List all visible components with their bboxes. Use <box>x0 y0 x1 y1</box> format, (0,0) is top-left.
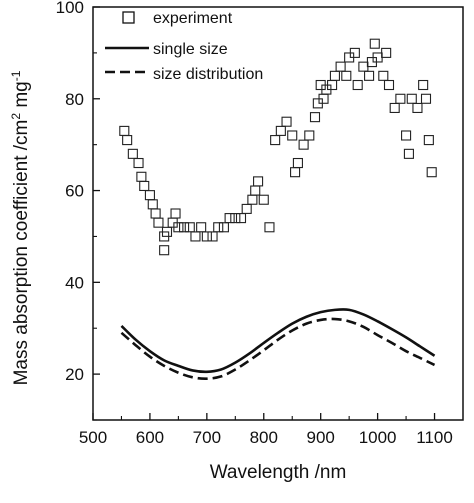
experiment-point <box>304 130 315 141</box>
x-tick-labels: 500 600 700 800 900 1000 1100 <box>79 428 453 447</box>
x-tick-label: 700 <box>193 428 221 447</box>
x-tick-label: 800 <box>250 428 278 447</box>
experiment-point <box>218 222 229 233</box>
experiment-point <box>292 157 303 169</box>
experiment-point <box>196 222 207 233</box>
experiment-point <box>144 190 155 201</box>
experiment-point <box>179 222 190 233</box>
experiment-point <box>381 47 392 58</box>
size-distribution-line <box>120 317 436 381</box>
experiment-point <box>349 47 360 58</box>
experiment-point <box>275 125 286 136</box>
y-axis-title-exp1: 2 <box>9 113 23 120</box>
experiment-point <box>352 79 363 91</box>
experiment-point <box>213 222 224 233</box>
experiment-point <box>230 213 241 224</box>
experiment-point <box>207 231 218 242</box>
experiment-point <box>173 222 184 233</box>
experiment-point <box>287 130 298 141</box>
experiment-point <box>420 93 432 104</box>
experiment-point <box>383 79 395 91</box>
experiment-point <box>389 102 400 114</box>
y-axis-title-main: Mass absorption coefficient /cm <box>11 120 32 386</box>
x-tick-label: 1100 <box>416 428 453 447</box>
experiment-point <box>122 135 133 146</box>
legend-label-size-distribution: size distribution <box>153 66 263 83</box>
experiment-point <box>147 199 158 210</box>
experiment-point <box>133 157 144 169</box>
experiment-point <box>364 70 375 81</box>
y-axis-title-tail: mg <box>11 81 32 113</box>
y-tick-label: 40 <box>65 273 84 292</box>
experiment-point <box>250 185 261 196</box>
experiment-point <box>170 208 181 219</box>
x-tick-label: 500 <box>79 428 107 447</box>
experiment-point <box>309 112 321 123</box>
experiment-point <box>358 61 369 72</box>
axis-ticks <box>92 6 436 421</box>
experiment-point <box>119 125 130 136</box>
x-tick-label: 900 <box>307 428 335 447</box>
legend: experiment single size size distribution <box>105 10 263 83</box>
y-tick-label: 100 <box>56 0 84 17</box>
experiment-point <box>139 180 150 192</box>
experiment-point <box>224 213 235 224</box>
experiment-point <box>290 167 301 178</box>
experiment-point <box>270 135 281 146</box>
experiment-point <box>423 135 434 146</box>
experiment-point <box>127 148 138 159</box>
experiment-point <box>329 70 340 81</box>
experiment-point <box>281 116 292 127</box>
experiment-point <box>159 245 170 256</box>
y-axis-title-exp2: -1 <box>9 70 23 81</box>
legend-label-experiment: experiment <box>153 10 233 27</box>
x-tick-label: 600 <box>136 428 164 447</box>
experiment-point <box>395 93 406 104</box>
experiment-point <box>369 38 380 49</box>
plot-frame <box>92 6 464 421</box>
experiment-point <box>190 231 201 242</box>
y-axis-title: Mass absorption coefficient /cm2 mg-1 <box>9 70 32 385</box>
experiment-point <box>412 102 423 114</box>
experiment-point <box>378 70 389 81</box>
experiment-point <box>150 208 161 219</box>
experiment-point <box>136 171 147 182</box>
experiment-point <box>247 194 258 205</box>
series-lines <box>120 308 436 381</box>
experiment-point <box>298 139 309 150</box>
x-axis-title: Wavelength /nm <box>210 462 347 483</box>
legend-label-single-size: single size <box>153 41 228 58</box>
x-tick-label: 1000 <box>359 428 397 447</box>
experiment-point <box>403 148 414 159</box>
y-tick-labels: 20 40 60 80 100 <box>56 0 84 384</box>
experiment-point <box>161 226 173 237</box>
y-tick-label: 80 <box>65 90 84 109</box>
experiment-points <box>119 38 437 256</box>
experiment-point <box>341 70 352 81</box>
legend-square-icon <box>122 11 135 24</box>
y-tick-label: 20 <box>65 365 84 384</box>
experiment-point <box>426 167 437 178</box>
experiment-point <box>241 203 252 214</box>
y-tick-label: 60 <box>65 182 84 201</box>
experiment-point <box>335 61 346 72</box>
experiment-point <box>264 222 275 233</box>
experiment-point <box>153 217 164 228</box>
experiment-point <box>401 130 412 141</box>
experiment-point <box>184 222 195 233</box>
single-size-line <box>120 308 436 374</box>
experiment-point <box>253 176 264 187</box>
experiment-point <box>201 231 212 242</box>
experiment-point <box>406 93 417 104</box>
plot-border <box>92 6 464 421</box>
experiment-point <box>235 213 247 224</box>
experiment-point <box>418 79 429 91</box>
experiment-point <box>258 194 269 205</box>
